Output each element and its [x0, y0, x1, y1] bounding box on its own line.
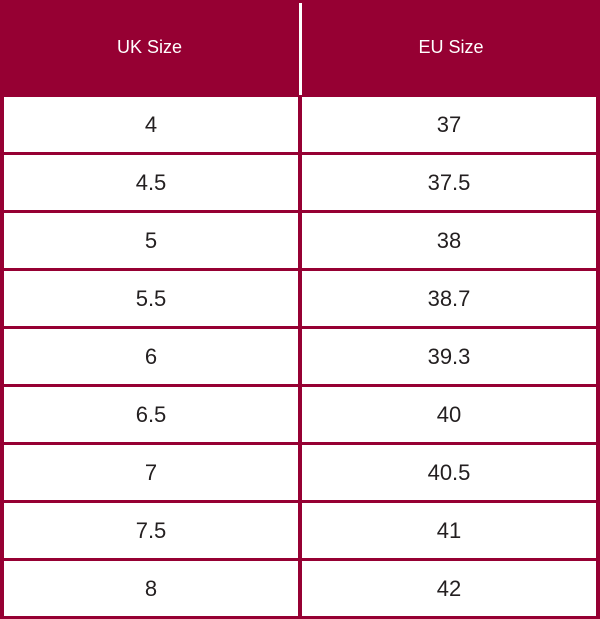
eu-size-cell: 38.7: [302, 271, 596, 326]
uk-size-cell: 6.5: [4, 387, 298, 442]
uk-size-cell: 4.5: [4, 155, 298, 210]
eu-size-cell: 41: [302, 503, 596, 558]
eu-size-cell: 40.5: [302, 445, 596, 500]
table-header-row: UK Size EU Size: [0, 0, 600, 95]
uk-size-cell: 5: [4, 213, 298, 268]
table-body: 4 37 4.5 37.5 5 38 5.5 38.7 6 39.3 6.5 4…: [0, 95, 600, 617]
eu-size-cell: 40: [302, 387, 596, 442]
table-row: 4 37: [0, 95, 600, 153]
header-uk-size: UK Size: [116, 37, 183, 57]
table-row: 7.5 41: [0, 501, 600, 559]
table-row: 8 42: [0, 559, 600, 617]
table-row: 5 38: [0, 211, 600, 269]
uk-size-cell: 7.5: [4, 503, 298, 558]
table-row: 5.5 38.7: [0, 269, 600, 327]
table-row: 4.5 37.5: [0, 153, 600, 211]
eu-size-cell: 37.5: [302, 155, 596, 210]
table-row: 6 39.3: [0, 327, 600, 385]
table-row: 7 40.5: [0, 443, 600, 501]
uk-size-cell: 5.5: [4, 271, 298, 326]
eu-size-cell: 39.3: [302, 329, 596, 384]
eu-size-cell: 38: [302, 213, 596, 268]
uk-size-cell: 7: [4, 445, 298, 500]
uk-size-cell: 8: [4, 561, 298, 616]
uk-size-cell: 4: [4, 97, 298, 152]
eu-size-cell: 42: [302, 561, 596, 616]
table-row: 6.5 40: [0, 385, 600, 443]
eu-size-cell: 37: [302, 97, 596, 152]
header-eu-size: EU Size: [418, 37, 484, 57]
header-divider: [299, 3, 302, 95]
uk-size-cell: 6: [4, 329, 298, 384]
